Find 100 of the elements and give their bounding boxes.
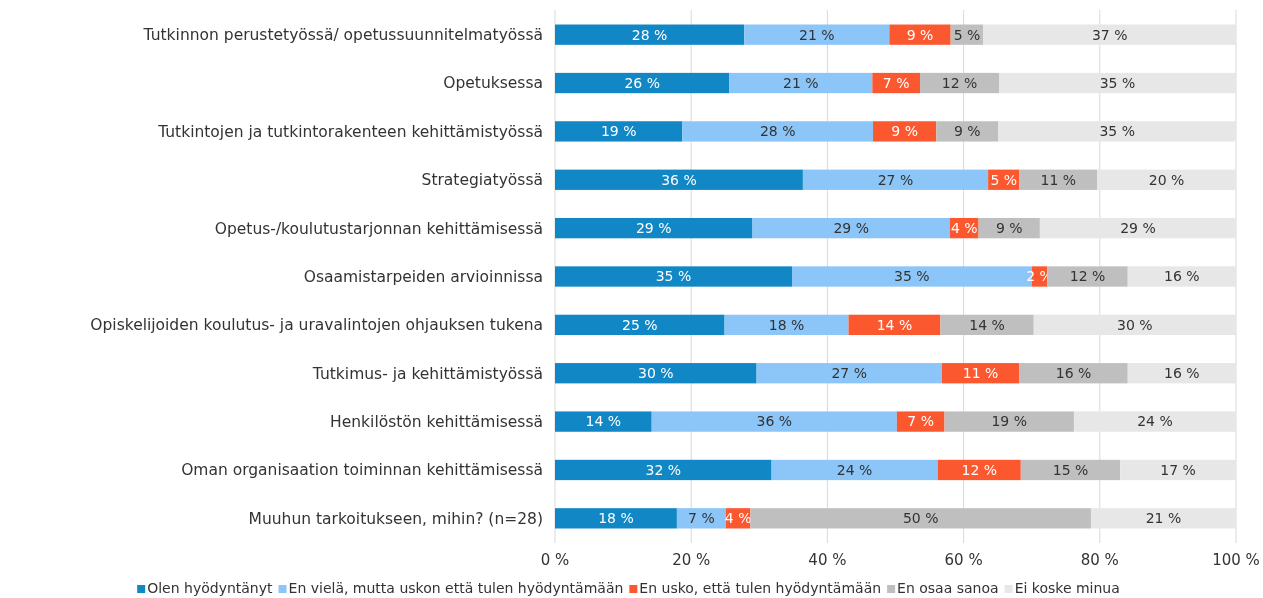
bar (873, 121, 937, 142)
data-label: 37 % (1091, 26, 1128, 43)
data-label: 29 % (833, 220, 870, 237)
data-label: 15 % (1052, 461, 1089, 478)
bar (555, 121, 683, 142)
bar (651, 411, 897, 432)
y-tick-label: Tutkinnon perustetyössä/ opetussuunnitelmatyössä (142, 26, 543, 45)
data-label: 24 % (1137, 413, 1173, 430)
data-label: 35 % (1099, 74, 1136, 91)
data-label: 9 % (891, 123, 919, 140)
y-tick-label: Tutkintojen ja tutkintorakenteen kehittämistyössä (157, 122, 543, 141)
data-label: 18 % (768, 316, 805, 333)
bar (771, 459, 938, 481)
y-tick-label: Muuhun tarkoitukseen, mihin? (n=28) (248, 509, 543, 528)
data-label: 4 % (950, 220, 978, 237)
data-label: 36 % (756, 413, 793, 430)
bar (1039, 217, 1236, 239)
bar (555, 411, 652, 432)
data-label: 18 % (598, 510, 634, 527)
y-tick-label: Strategiatyössä (421, 171, 543, 190)
data-label: 7 % (688, 510, 715, 527)
bar (682, 121, 874, 142)
data-label: 12 % (941, 74, 978, 91)
bar (1020, 459, 1121, 481)
y-tick-label: Opetuksessa (443, 74, 543, 93)
bar (1033, 314, 1236, 336)
data-label: 7 % (882, 74, 910, 91)
data-label: 36 % (661, 171, 697, 188)
bar (555, 266, 792, 287)
data-label: 50 % (902, 510, 939, 527)
data-label: 21 % (783, 74, 819, 91)
legend-label: En vielä, mutta uskon että tulen hyödyntämään (288, 580, 624, 596)
bar (1047, 266, 1128, 287)
bar (756, 363, 942, 384)
data-label: 17 % (1160, 461, 1196, 478)
bar (998, 121, 1236, 142)
bar (752, 217, 950, 239)
bar (555, 363, 757, 384)
data-label: 29 % (635, 220, 672, 237)
bar (555, 314, 725, 336)
data-label: 7 % (907, 413, 935, 430)
data-label: 16 % (1055, 365, 1092, 382)
data-label: 28 % (759, 123, 796, 140)
data-label: 19 % (600, 123, 637, 140)
bar (750, 508, 1091, 529)
data-label: 27 % (831, 365, 867, 382)
bar (983, 24, 1236, 45)
bar (1120, 459, 1236, 481)
data-label: 27 % (877, 171, 914, 188)
data-label: 32 % (645, 461, 682, 478)
bar (555, 72, 730, 94)
bar (1127, 363, 1236, 384)
data-label: 9 % (906, 26, 934, 43)
data-label: 12 % (1069, 268, 1106, 285)
data-label: 12 % (961, 461, 998, 478)
data-label: 30 % (638, 365, 674, 382)
data-label: 14 % (876, 316, 913, 333)
bar (896, 411, 945, 432)
bar (744, 24, 890, 45)
legend-label: En usko, että tulen hyödyntämään (639, 580, 882, 596)
data-label: 25 % (622, 316, 658, 333)
y-tick-label: Opetus-/koulutustarjonnan kehittämisessä (214, 219, 543, 238)
bar (999, 72, 1236, 94)
bar (940, 314, 1034, 336)
data-label: 21 % (1145, 510, 1182, 527)
data-label: 29 % (1120, 220, 1156, 237)
legend-label: Olen hyödyntänyt (147, 580, 274, 596)
bar (555, 169, 803, 190)
x-tick-label: 20 % (672, 551, 711, 569)
bar (1127, 266, 1236, 287)
data-label: 24 % (836, 461, 873, 478)
data-label: 9 % (954, 123, 981, 140)
data-label: 30 % (1117, 316, 1153, 333)
bar (1090, 508, 1236, 529)
bar (791, 266, 1032, 287)
x-tick-label: 40 % (808, 551, 847, 569)
data-label: 5 % (953, 26, 981, 43)
data-label: 35 % (1099, 123, 1135, 140)
data-label: 16 % (1164, 365, 1200, 382)
y-tick-label: Opiskelijoiden koulutus- ja uravalintojen ohjauksen tukena (90, 316, 543, 335)
data-label: 11 % (962, 365, 999, 382)
bar (555, 508, 677, 529)
bar (555, 217, 753, 239)
bar (555, 24, 745, 45)
data-label: 14 % (969, 316, 1005, 333)
bar (936, 121, 999, 142)
data-label: 28 % (631, 26, 668, 43)
data-label: 35 % (655, 268, 692, 285)
bar (1019, 363, 1128, 384)
x-tick-label: 60 % (944, 551, 983, 569)
legend-label: En osaa sanoa (897, 580, 999, 596)
data-label: 26 % (624, 74, 660, 91)
data-label: 19 % (991, 413, 1028, 430)
data-label: 20 % (1148, 171, 1185, 188)
x-tick-label: 0 % (540, 551, 570, 569)
y-tick-label: Osaamistarpeiden arvioinnissa (303, 267, 543, 286)
data-label: 11 % (1040, 171, 1077, 188)
bar (724, 314, 849, 336)
data-label: 14 % (585, 413, 622, 430)
data-label: 21 % (799, 26, 835, 43)
